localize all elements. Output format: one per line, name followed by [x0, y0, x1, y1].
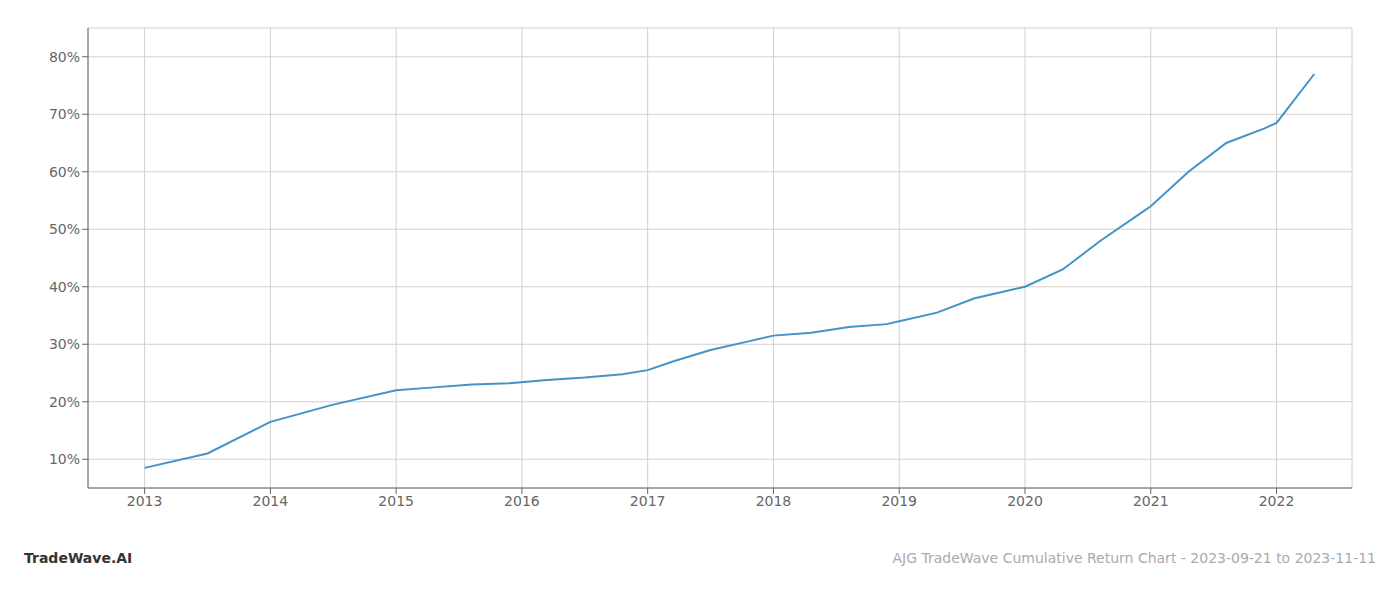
- svg-text:2018: 2018: [756, 493, 792, 509]
- svg-text:50%: 50%: [49, 221, 80, 237]
- svg-text:30%: 30%: [49, 336, 80, 352]
- svg-text:2019: 2019: [881, 493, 917, 509]
- svg-text:2016: 2016: [504, 493, 540, 509]
- svg-text:2014: 2014: [253, 493, 289, 509]
- svg-text:60%: 60%: [49, 164, 80, 180]
- svg-text:2013: 2013: [127, 493, 163, 509]
- svg-text:2021: 2021: [1133, 493, 1169, 509]
- svg-text:40%: 40%: [49, 279, 80, 295]
- svg-text:2020: 2020: [1007, 493, 1043, 509]
- svg-text:10%: 10%: [49, 451, 80, 467]
- svg-text:70%: 70%: [49, 106, 80, 122]
- svg-text:2015: 2015: [378, 493, 414, 509]
- svg-text:2022: 2022: [1259, 493, 1295, 509]
- html-text:TradeWave.AI: TradeWave.AI: [24, 550, 133, 566]
- svg-text:20%: 20%: [49, 394, 80, 410]
- svg-text:80%: 80%: [49, 49, 80, 65]
- html-text:AJG TradeWave Cumulative Retur: AJG TradeWave Cumulative Return Chart - …: [892, 550, 1376, 566]
- svg-text:2017: 2017: [630, 493, 666, 509]
